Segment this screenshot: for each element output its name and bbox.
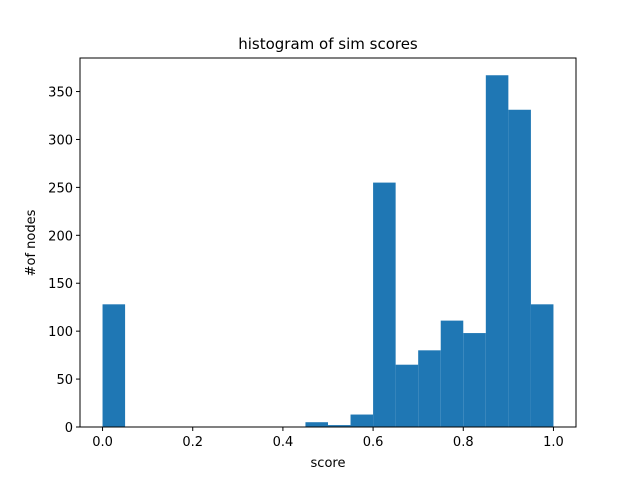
x-tick-label: 0.6	[363, 435, 384, 450]
histogram-bar-17	[485, 75, 509, 427]
histogram-bar-13	[395, 364, 419, 427]
histogram-bar-18	[508, 109, 531, 427]
x-tick-label: 0.8	[453, 435, 474, 450]
x-tick-label: 1.0	[543, 435, 564, 450]
histogram-bar-9	[305, 422, 328, 427]
histogram-bar-15	[440, 320, 464, 427]
bars-group	[102, 75, 554, 427]
y-axis-ticks: 0 50 100 150 200 250 300 350	[48, 86, 80, 436]
y-axis-label: #of nodes	[24, 209, 39, 276]
y-tick-label: 50	[56, 373, 73, 388]
histogram-bar-19	[530, 304, 554, 427]
y-tick-label: 200	[48, 229, 73, 244]
y-tick-label: 300	[48, 133, 73, 148]
histogram-bar-16	[463, 333, 486, 427]
y-tick-label: 0	[65, 421, 73, 436]
y-tick-label: 350	[48, 86, 73, 101]
histogram-bar-12	[373, 182, 396, 427]
histogram-bar-0	[102, 304, 126, 427]
chart-title: histogram of sim scores	[238, 35, 418, 53]
y-tick-label: 150	[48, 277, 73, 292]
plot-frame	[79, 57, 577, 428]
x-tick-label: 0.0	[92, 435, 113, 450]
histogram-bar-10	[328, 425, 351, 427]
x-tick-label: 0.4	[273, 435, 294, 450]
y-tick-label: 250	[48, 181, 73, 196]
y-tick-label: 100	[48, 325, 73, 340]
histogram-bar-11	[350, 414, 374, 427]
x-tick-label: 0.2	[182, 435, 203, 450]
x-axis-label: score	[311, 456, 346, 471]
x-axis-ticks: 0.0 0.2 0.4 0.6 0.8 1.0	[92, 427, 564, 450]
histogram-bar-14	[418, 350, 441, 427]
